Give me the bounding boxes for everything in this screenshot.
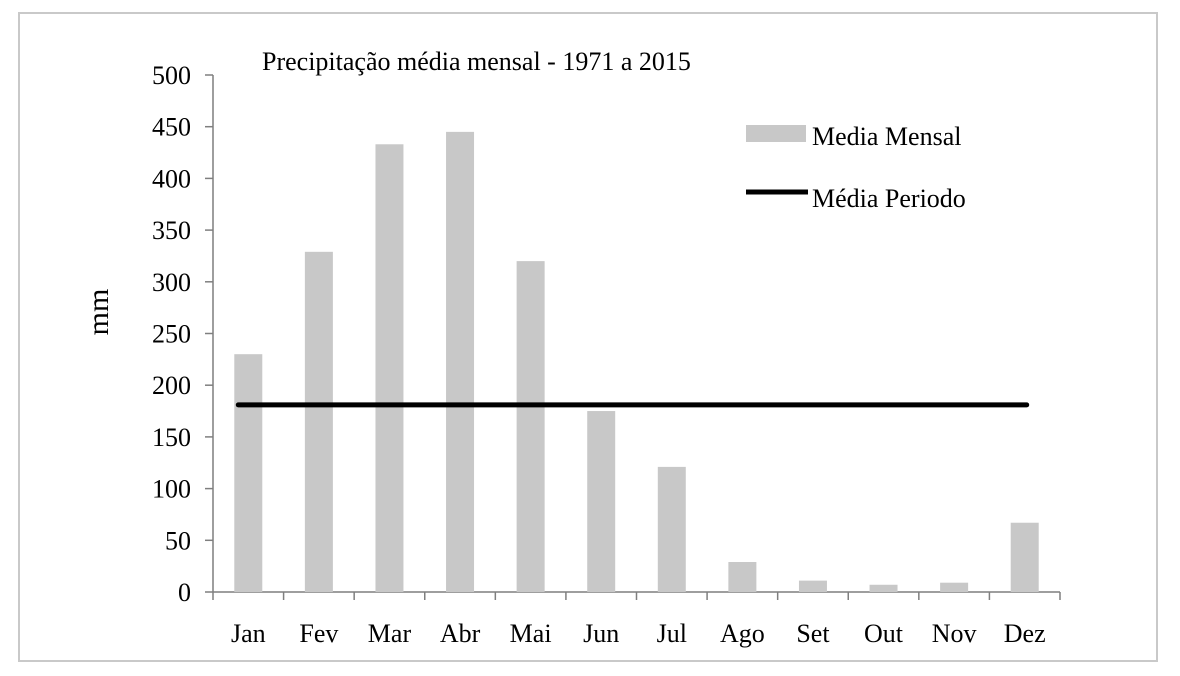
y-tick-label: 500 — [152, 61, 191, 90]
bar-fev — [304, 251, 333, 592]
x-tick-label: Ago — [720, 619, 765, 648]
bar-series-media-mensal — [234, 131, 1039, 592]
x-tick-label: Jul — [657, 619, 687, 648]
bar-mai — [516, 261, 545, 592]
y-tick-label: 300 — [152, 268, 191, 297]
y-tick-label: 100 — [152, 475, 191, 504]
x-tick-label: Out — [864, 619, 904, 648]
y-tick-label: 0 — [178, 578, 191, 607]
x-tick-label: Abr — [440, 619, 481, 648]
y-tick-label: 50 — [165, 526, 191, 555]
x-axis: Jan Fev Mar Abr Mai Jun Jul Ago Set Out Nov Dez — [212, 591, 1061, 648]
bar-abr — [446, 131, 475, 592]
bar-jun — [587, 411, 616, 592]
legend-label-media-mensal: Media Mensal — [812, 122, 961, 151]
bar-ago — [728, 562, 757, 592]
bar-set — [798, 580, 827, 592]
bar-mar — [375, 144, 404, 592]
bar-jan — [234, 354, 263, 592]
x-tick-label: Set — [796, 619, 830, 648]
x-tick-label: Dez — [1004, 619, 1046, 648]
legend: Media Mensal Média Periodo — [746, 122, 966, 213]
y-axis: 0 50 100 150 200 250 300 350 400 450 500 — [152, 61, 214, 607]
bar-nov — [940, 582, 969, 592]
y-tick-label: 450 — [152, 113, 191, 142]
x-tick-label: Fev — [299, 619, 338, 648]
bar-jul — [657, 466, 686, 592]
x-tick-label: Mai — [510, 619, 552, 648]
y-tick-label: 150 — [152, 423, 191, 452]
y-axis-label: mm — [82, 289, 115, 336]
x-tick-label: Nov — [932, 619, 977, 648]
legend-swatch-media-mensal — [746, 125, 806, 142]
x-tick-label: Jan — [231, 619, 266, 648]
y-tick-label: 200 — [152, 371, 191, 400]
y-tick-label: 400 — [152, 164, 191, 193]
chart-title: Precipitação média mensal - 1971 a 2015 — [262, 47, 691, 76]
bar-dez — [1010, 522, 1039, 592]
x-tick-label: Mar — [368, 619, 412, 648]
legend-label-media-periodo: Média Periodo — [812, 184, 966, 213]
y-tick-label: 250 — [152, 320, 191, 349]
y-tick-label: 350 — [152, 216, 191, 245]
bar-out — [869, 584, 898, 592]
x-tick-label: Jun — [583, 619, 619, 648]
